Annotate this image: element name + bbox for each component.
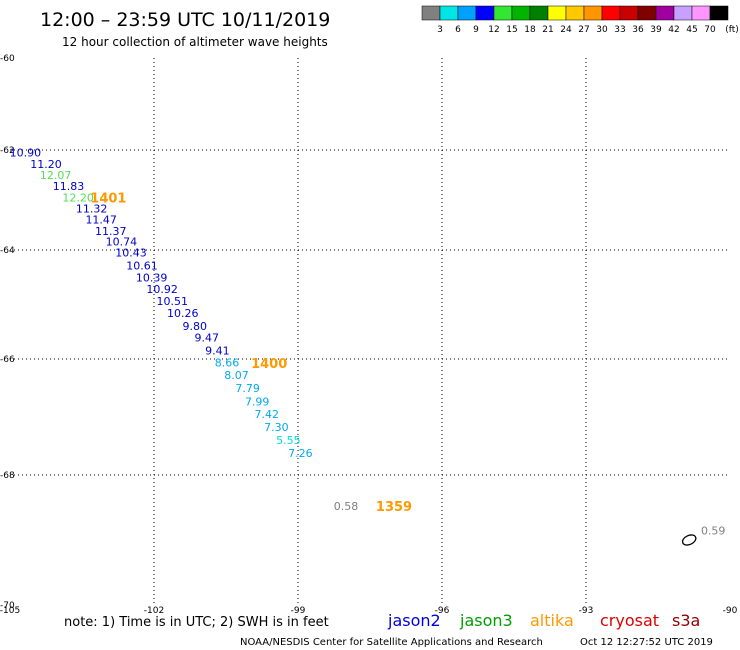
swh-value-label: 10.26 xyxy=(167,307,199,320)
x-tick-label: -96 xyxy=(435,606,450,616)
colorbar-label: 18 xyxy=(524,25,536,35)
colorbar-swatch xyxy=(511,5,531,21)
colorbar-swatch xyxy=(583,5,603,21)
x-tick-label: -93 xyxy=(579,606,594,616)
colorbar-swatch xyxy=(709,5,729,21)
legend-altika: altika xyxy=(530,611,574,630)
colorbar-swatch xyxy=(493,5,513,21)
swh-value-label: 0.58 xyxy=(334,500,359,513)
legend-jason3: jason3 xyxy=(459,611,513,630)
swh-value-label: 7.26 xyxy=(288,447,313,460)
colorbar-swatch xyxy=(637,5,657,21)
time-labels: 1401 1400 1359 xyxy=(90,192,412,516)
colorbar-label: 30 xyxy=(596,25,608,35)
x-tick-label: -105 xyxy=(0,606,20,616)
swh-value-label: 10.90 xyxy=(10,147,42,160)
swh-value-label: 12.07 xyxy=(40,169,72,182)
time-label: 1400 xyxy=(251,357,287,372)
swh-value-label: 10.92 xyxy=(146,283,178,296)
y-tick-label: -68 xyxy=(0,471,15,481)
colorbar-swatch xyxy=(673,5,693,21)
colorbar-label: 12 xyxy=(488,25,499,35)
axes: -105 -102 -99 -96 -93 -90 -60 -62 -64 -66 -68 -70 xyxy=(0,54,738,616)
satellite-legend: jason2 jason3 altika cryosat s3a xyxy=(387,611,700,630)
swh-value-label: 10.39 xyxy=(136,271,168,284)
colorbar-swatch xyxy=(619,5,639,21)
swh-value-label: 7.79 xyxy=(235,382,260,395)
colorbar-label: 24 xyxy=(560,25,572,35)
swh-value-label: 7.99 xyxy=(245,395,270,408)
swh-value-label: 11.32 xyxy=(76,203,108,216)
y-tick-label: -62 xyxy=(0,146,15,156)
footer-credit: NOAA/NESDIS Center for Satellite Applica… xyxy=(240,637,543,648)
colorbar-label: 21 xyxy=(542,25,553,35)
y-tick-label: -64 xyxy=(0,246,15,256)
footer-note: note: 1) Time is in UTC; 2) SWH is in fe… xyxy=(64,615,329,630)
colorbar-swatch xyxy=(655,5,675,21)
colorbar-swatch xyxy=(421,5,441,21)
colorbar-swatch xyxy=(601,5,621,21)
swh-value-label: 0.59 xyxy=(701,524,726,537)
chart-title: 12:00 – 23:59 UTC 10/11/2019 xyxy=(40,9,330,31)
swh-value-label: 7.42 xyxy=(255,408,280,421)
colorbar-swatch xyxy=(439,5,459,21)
grid xyxy=(10,58,730,605)
colorbar-label: 36 xyxy=(632,25,644,35)
swh-value-label: 10.74 xyxy=(106,236,138,249)
swh-value-label: 11.20 xyxy=(30,158,62,171)
x-tick-label: -99 xyxy=(291,606,306,616)
legend-jason2: jason2 xyxy=(387,611,441,630)
y-tick-label: -66 xyxy=(0,355,15,365)
footer-timestamp: Oct 12 12:27:52 UTC 2019 xyxy=(580,637,713,648)
chart-subtitle: 12 hour collection of altimeter wave hei… xyxy=(62,35,328,49)
swh-value-label: 5.55 xyxy=(276,434,301,447)
time-label: 1401 xyxy=(90,192,126,207)
swh-value-label: 10.51 xyxy=(156,295,188,308)
swh-value-label: 9.47 xyxy=(195,332,220,345)
colorbar-swatch xyxy=(457,5,477,21)
colorbar-label: 9 xyxy=(473,25,479,35)
colorbar-unit: (ft) xyxy=(725,25,739,35)
swh-value-label: 11.37 xyxy=(95,225,127,238)
swh-value-label: 11.47 xyxy=(85,214,117,227)
x-tick-label: -102 xyxy=(144,606,164,616)
colorbar-label: 45 xyxy=(686,25,697,35)
swh-value-label: 12.20 xyxy=(62,192,94,205)
data-points: 10.9011.2012.0711.8312.2011.3211.4711.37… xyxy=(10,147,726,546)
swh-value-label: 7.30 xyxy=(264,421,289,434)
x-tick-label: -90 xyxy=(723,606,738,616)
colorbar-label: 70 xyxy=(704,25,716,35)
colorbar-swatch xyxy=(529,5,549,21)
colorbar-label: 33 xyxy=(614,25,625,35)
colorbar-swatch xyxy=(547,5,567,21)
colorbar-label: 27 xyxy=(578,25,589,35)
y-tick-label: -60 xyxy=(0,54,15,64)
colorbar-swatch xyxy=(475,5,495,21)
swh-value-label: 10.43 xyxy=(115,247,147,260)
swh-value-label: 9.41 xyxy=(205,344,230,357)
colorbar-label: 15 xyxy=(506,25,517,35)
swh-value-label: 8.66 xyxy=(215,356,240,369)
swh-value-label: 10.61 xyxy=(126,259,158,272)
colorbar-label: 3 xyxy=(437,25,443,35)
time-label: 1359 xyxy=(376,500,412,515)
colorbar-label: 42 xyxy=(668,25,679,35)
colorbar-swatch xyxy=(691,5,711,21)
swh-value-label: 11.83 xyxy=(53,180,85,193)
swh-value-label: 8.07 xyxy=(224,369,249,382)
colorbar-swatch xyxy=(565,5,585,21)
legend-cryosat: cryosat xyxy=(600,611,659,630)
colorbar-label: 39 xyxy=(650,25,662,35)
contour-ring xyxy=(681,534,697,546)
legend-s3a: s3a xyxy=(672,611,700,630)
colorbar: 3 6 9 12 15 18 21 24 27 30 33 36 39 42 45 70 (ft) xyxy=(421,5,739,35)
y-tick-label: -70 xyxy=(0,601,15,611)
swh-value-label: 9.80 xyxy=(183,320,208,333)
colorbar-label: 6 xyxy=(455,25,461,35)
